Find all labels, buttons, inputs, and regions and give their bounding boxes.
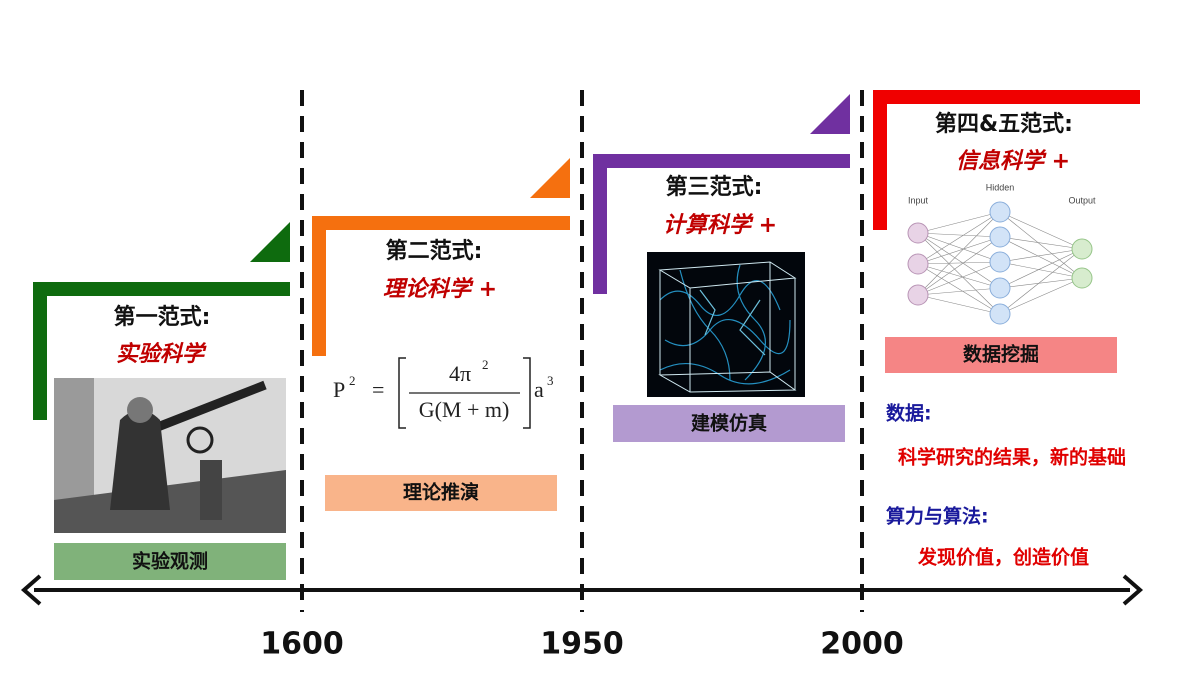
label-box: [613, 405, 845, 442]
paradigm-subtitle: 实验科学: [116, 341, 207, 367]
neural-network: Input Hidden Output: [907, 182, 1096, 325]
paradigm-label: 理论推演: [403, 481, 479, 504]
nn-edge: [917, 263, 1001, 289]
note-heading: 数据:: [886, 402, 932, 425]
nn-edge: [917, 232, 1001, 289]
nn-edge: [999, 277, 1083, 289]
formula: P 2 = 4π 2 G(M + m) a 3: [333, 357, 554, 429]
step-red: [873, 90, 1140, 230]
nn-node: [1071, 267, 1093, 289]
paradigm-subtitle: 信息科学 +: [956, 148, 1070, 174]
nn-edge: [917, 287, 1001, 296]
nn-label: Output: [1068, 195, 1096, 205]
formula-part: 3: [547, 373, 554, 388]
nn-node: [989, 277, 1011, 299]
note-text: 发现价值，创造价值: [917, 546, 1089, 569]
note-heading: 算力与算法:: [886, 505, 989, 528]
nn-label: Input: [908, 195, 929, 205]
note-text: 科学研究的结果，新的基础: [898, 446, 1126, 469]
nn-edge: [917, 261, 1001, 296]
nn-node: [989, 226, 1011, 248]
nn-edge: [999, 236, 1083, 250]
nn-edge: [917, 263, 1001, 315]
paradigm-title: 第三范式:: [666, 174, 763, 200]
step-green: [33, 222, 290, 420]
nn-edge: [999, 277, 1083, 315]
formula-part: a: [534, 377, 544, 402]
nn-edge: [999, 248, 1083, 263]
formula-part: 2: [349, 373, 356, 388]
nn-edge: [999, 261, 1083, 279]
paradigm-label: 数据挖掘: [963, 343, 1039, 366]
step-purple: [593, 94, 850, 294]
nn-edge: [999, 211, 1083, 250]
nn-edge: [917, 232, 1001, 315]
formula-part: P: [333, 377, 345, 402]
nn-edge: [917, 232, 1001, 238]
formula-part: 2: [482, 357, 489, 372]
nn-edge: [999, 211, 1083, 279]
nn-edge: [999, 236, 1083, 279]
nn-edge: [999, 248, 1083, 289]
nn-edge: [917, 211, 1001, 265]
paradigm-subtitle: 计算科学 +: [663, 212, 777, 238]
year-label: 2000: [820, 627, 904, 662]
nn-edge: [917, 236, 1001, 265]
nn-edge: [917, 294, 1001, 315]
nn-edge: [999, 248, 1083, 315]
nn-node: [907, 253, 929, 275]
formula-part: =: [372, 377, 384, 402]
paradigm-title: 第二范式:: [386, 238, 483, 264]
nn-edge: [917, 211, 1001, 296]
formula-part: G(M + m): [419, 397, 510, 422]
nn-edge: [917, 211, 1001, 234]
simulation-image: [647, 252, 805, 397]
paradigm-label: 建模仿真: [691, 412, 767, 435]
label-box: [885, 337, 1117, 373]
nn-node: [907, 284, 929, 306]
formula-part: 4π: [449, 361, 471, 386]
nn-node: [1071, 238, 1093, 260]
label-box: [325, 475, 557, 511]
nn-node: [989, 251, 1011, 273]
paradigm-subtitle: 理论科学 +: [383, 276, 497, 302]
timeline: 1600 1950 2000: [20, 90, 1144, 662]
label-box: [54, 543, 286, 580]
nn-label: Hidden: [986, 182, 1015, 192]
nn-node: [989, 303, 1011, 325]
nn-edge: [917, 236, 1001, 296]
paradigm-label: 实验观测: [132, 550, 208, 573]
nn-node: [907, 222, 929, 244]
nn-edge: [917, 261, 1001, 265]
nn-node: [989, 201, 1011, 223]
paradigm-title: 第一范式:: [114, 304, 211, 330]
nn-edge: [917, 232, 1001, 263]
paradigm-title: 第四&五范式:: [935, 111, 1073, 137]
year-label: 1950: [540, 627, 624, 662]
telescope-image: [54, 378, 286, 533]
step-orange: [312, 158, 570, 356]
year-label: 1600: [260, 627, 344, 662]
